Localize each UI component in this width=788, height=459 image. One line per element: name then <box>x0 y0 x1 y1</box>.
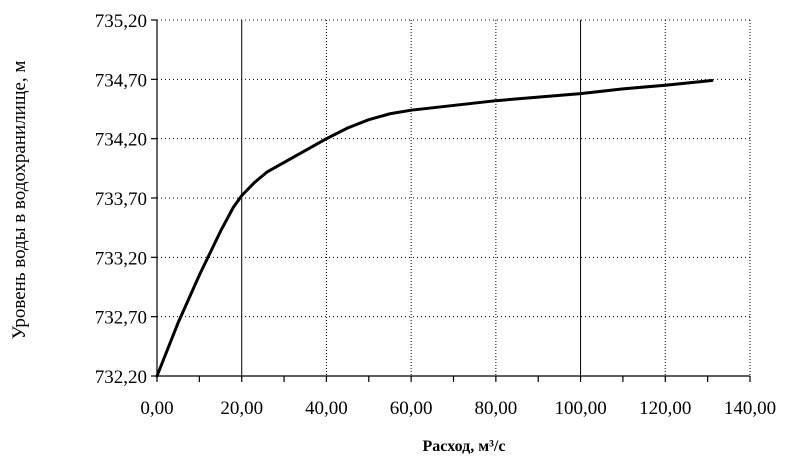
x-tick-label: 120,00 <box>639 398 691 419</box>
x-tick-label: 40,00 <box>305 398 348 419</box>
x-tick-label: 100,00 <box>554 398 606 419</box>
x-tick-labels: 0,00 20,00 40,00 60,00 80,00 100,00 120,00 140,… <box>140 398 776 419</box>
grid <box>157 19 751 376</box>
y-tick-labels: 732,20 732,70 733,20 733,70 734,20 734,70 735,… <box>95 11 147 388</box>
x-tick-label: 60,00 <box>390 398 433 419</box>
y-tick-label: 735,20 <box>95 11 147 32</box>
x-tick-label: 80,00 <box>474 398 517 419</box>
y-tick-label: 734,20 <box>95 130 147 151</box>
y-tick-label: 734,70 <box>95 70 147 91</box>
x-axis-title: Расход, м³/с <box>423 438 506 455</box>
x-tick-label: 140,00 <box>724 398 776 419</box>
y-tick-label: 733,20 <box>95 248 147 269</box>
y-tick-label: 732,20 <box>95 367 147 388</box>
y-axis-title: Уровень воды в водохранилище, м <box>9 61 30 340</box>
y-tick-label: 733,70 <box>95 189 147 210</box>
y-tick-label: 732,70 <box>95 308 147 329</box>
x-tick-label: 20,00 <box>220 398 263 419</box>
tick-marks <box>151 19 751 382</box>
series-line <box>155 79 714 378</box>
series <box>155 79 714 378</box>
x-tick-label: 0,00 <box>140 398 173 419</box>
